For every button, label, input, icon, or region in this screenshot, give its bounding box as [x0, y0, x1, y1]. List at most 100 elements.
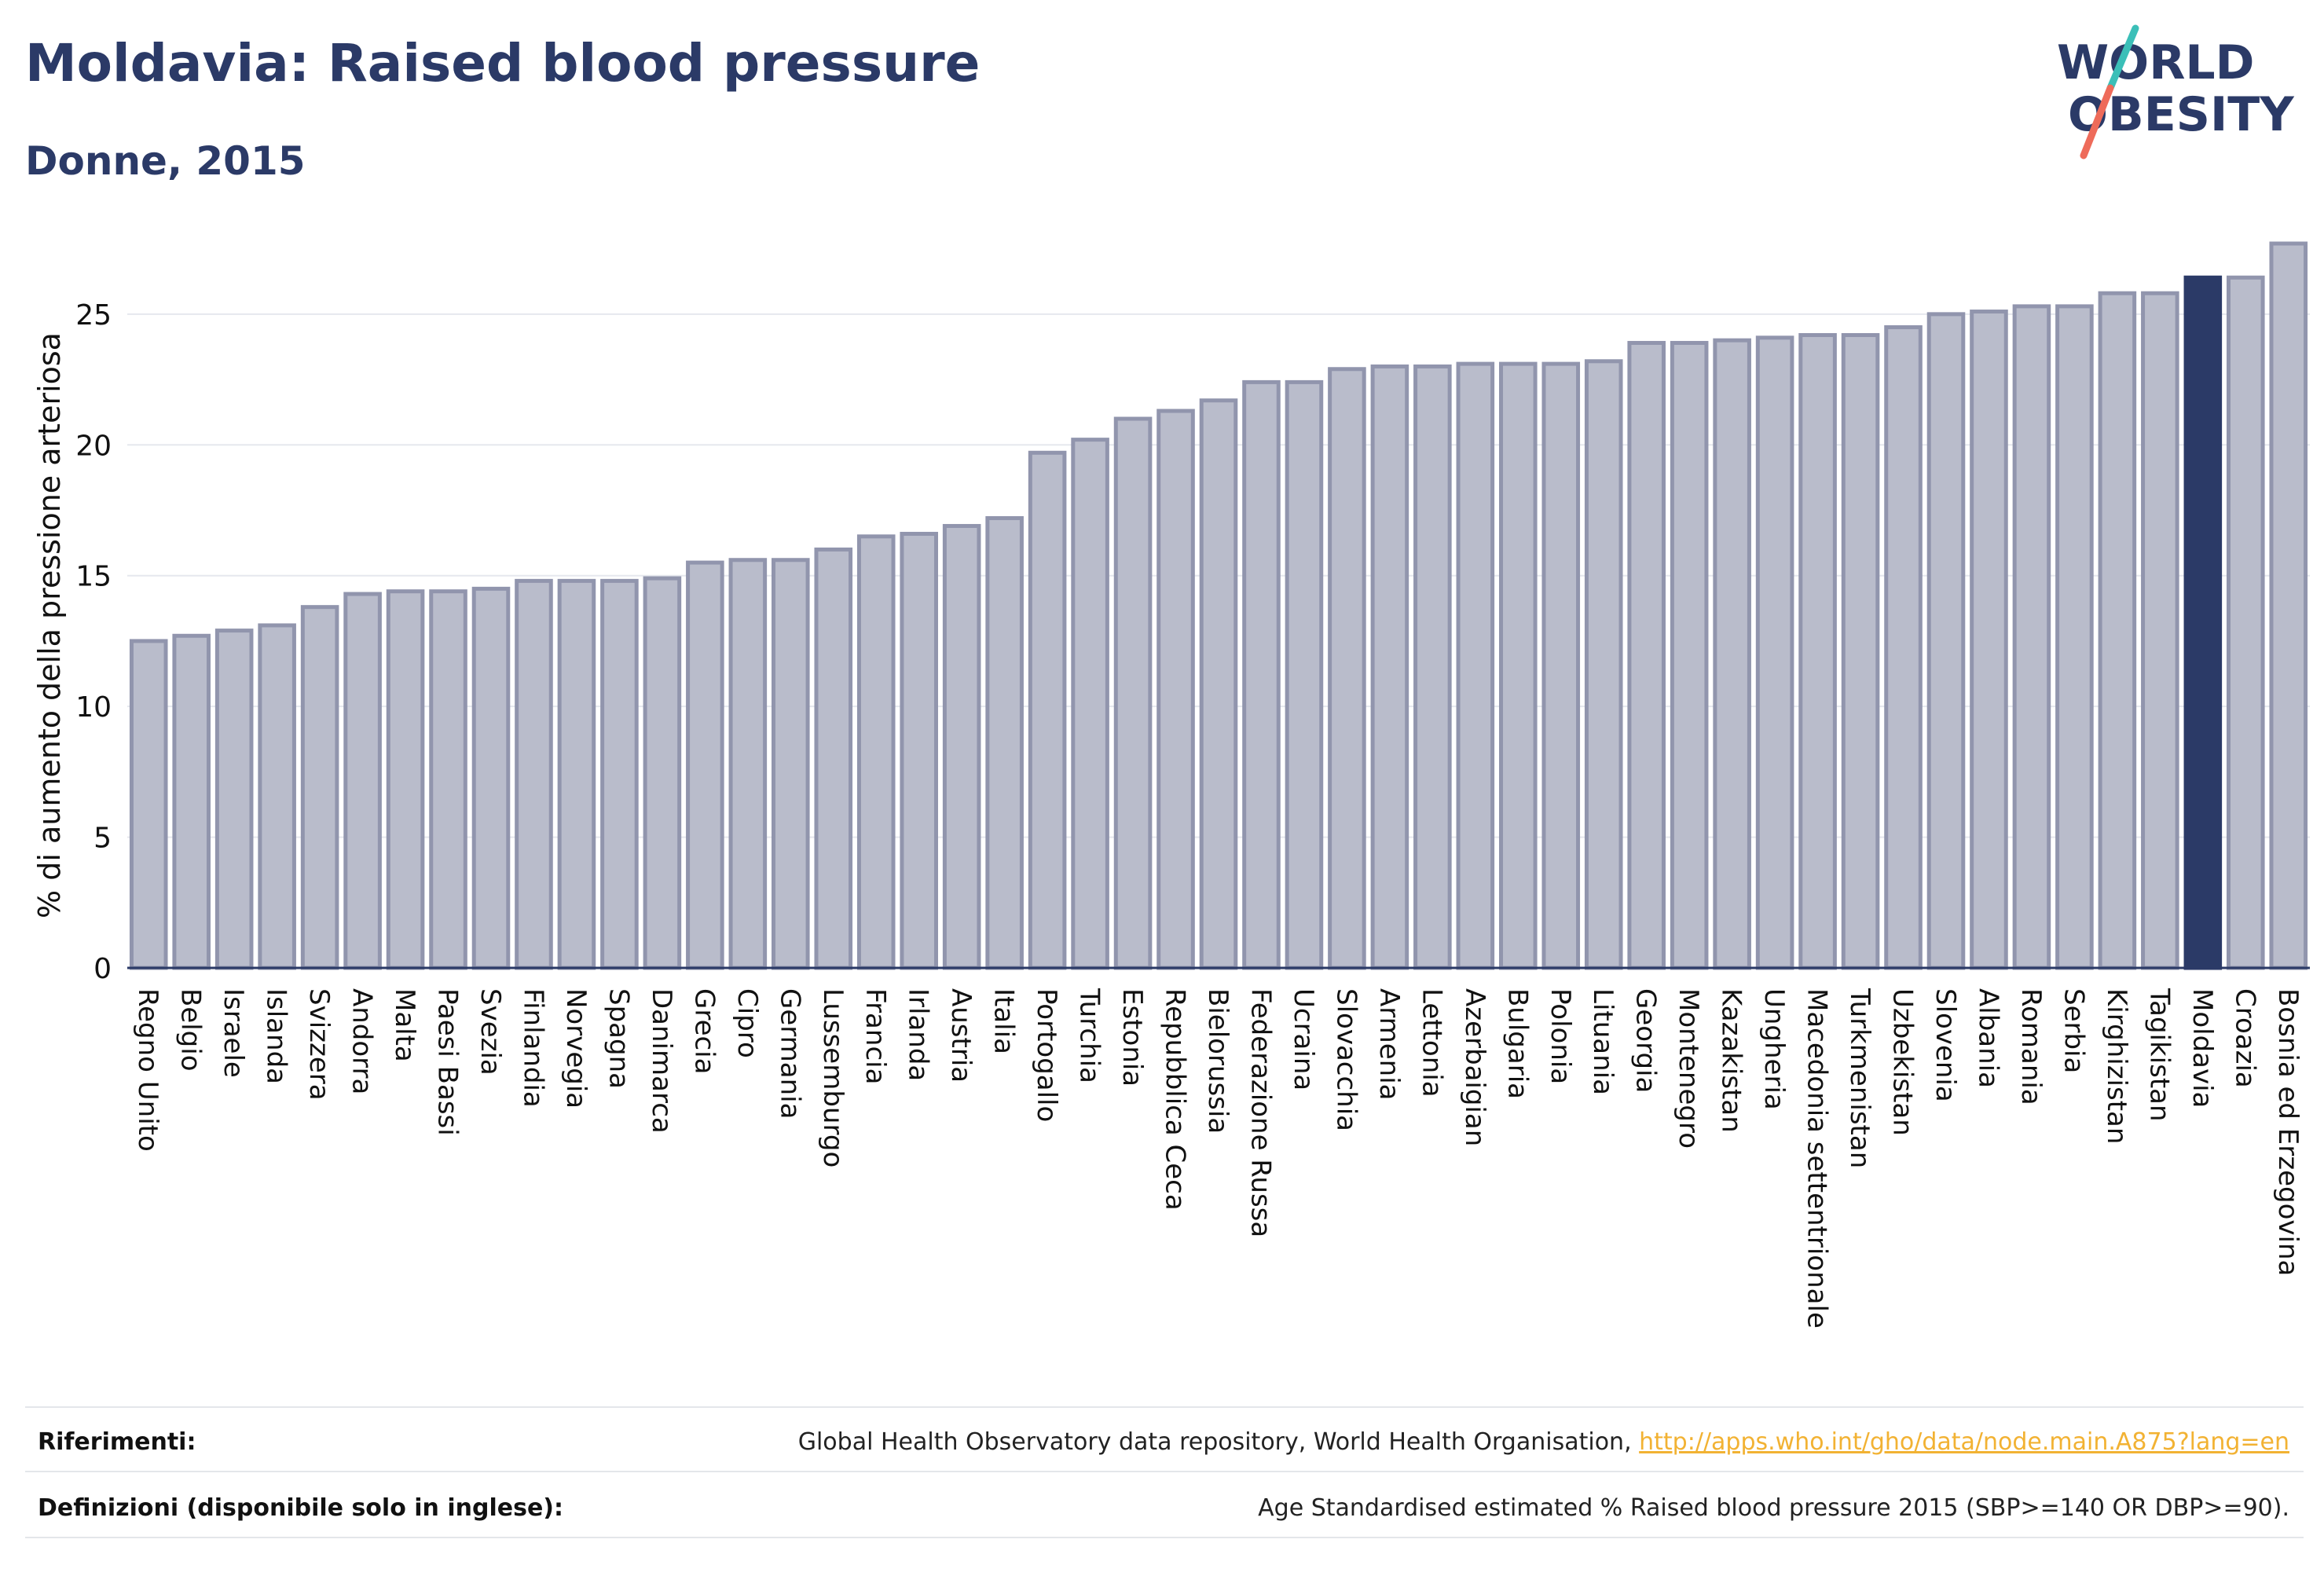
- bar: [557, 578, 596, 970]
- x-tick-label: Italia: [988, 988, 1020, 1054]
- x-tick-label: Svizzera: [303, 988, 335, 1101]
- x-tick-label: Uzbekistan: [1887, 988, 1919, 1136]
- page-title: Moldavia: Raised blood pressure: [25, 33, 981, 93]
- bar: [1584, 359, 1623, 970]
- x-tick-label: Tagikistan: [2143, 988, 2175, 1122]
- x-tick-label: Macedonia settentrionale: [1802, 988, 1833, 1329]
- bar-highlighted: [2183, 275, 2223, 970]
- x-tick-label: Repubblica Ceca: [1160, 988, 1191, 1211]
- bar: [942, 523, 981, 970]
- bar: [643, 576, 682, 970]
- bar: [1199, 398, 1238, 970]
- bar: [1499, 361, 1538, 970]
- bar: [1713, 338, 1751, 970]
- bar: [2227, 275, 2265, 970]
- bar: [386, 589, 425, 970]
- x-tick-label: Lussemburgo: [817, 988, 849, 1167]
- x-tick-label: Paesi Bassi: [432, 988, 464, 1136]
- bar: [429, 589, 467, 970]
- bar: [1157, 409, 1195, 970]
- y-tick-label: 5: [93, 823, 112, 855]
- x-tick-label: Finlandia: [517, 988, 548, 1108]
- bar-chart: 0 5 10 15 20 25 Regno Unito Belgio Israele Islan…: [32, 241, 2310, 1329]
- bar: [1841, 332, 1880, 970]
- bar: [1970, 310, 2008, 970]
- bars: [129, 241, 2308, 970]
- x-tick-label: Moldavia: [2187, 988, 2218, 1108]
- x-tick-label: Croazia: [2229, 988, 2260, 1088]
- bar: [1285, 379, 1324, 970]
- bar: [686, 560, 724, 970]
- bar: [2012, 304, 2051, 970]
- definitions-label: Definizioni (disponibile solo in inglese…: [38, 1494, 563, 1522]
- definitions-text: Age Standardised estimated % Raised bloo…: [1258, 1494, 2289, 1522]
- x-tick-label: Montenegro: [1673, 988, 1704, 1149]
- bar: [1328, 367, 1366, 970]
- footer-divider-top: [25, 1406, 2304, 1408]
- bar: [343, 592, 382, 970]
- bar: [2141, 291, 2179, 970]
- x-tick-label: Grecia: [688, 988, 720, 1074]
- x-tick-label: Federazione Russa: [1244, 988, 1276, 1237]
- x-tick-label: Israele: [218, 988, 249, 1078]
- bar: [1413, 364, 1452, 970]
- x-tick-label: Kazakistan: [1716, 988, 1747, 1133]
- x-tick-label: Irlanda: [903, 988, 934, 1081]
- y-tick-label: 0: [93, 953, 112, 985]
- y-tick-label: 10: [75, 691, 112, 724]
- bar: [814, 547, 853, 970]
- logo-slash-coral: [2080, 84, 2114, 159]
- y-tick-labels: 0 5 10 15 20 25: [75, 299, 112, 985]
- references-link[interactable]: http://apps.who.int/gho/data/node.main.A…: [1639, 1428, 2289, 1456]
- x-tick-label: Azerbaigian: [1459, 988, 1490, 1146]
- x-tick-label: Slovenia: [1930, 988, 1961, 1102]
- bar: [1370, 364, 1409, 970]
- x-tick-label: Kirghizistan: [2101, 988, 2132, 1144]
- bar: [1071, 438, 1109, 970]
- x-tick-label: Turchia: [1074, 988, 1105, 1083]
- x-tick-label: Belgio: [175, 988, 207, 1072]
- references-source: Global Health Observatory data repositor…: [797, 1428, 1640, 1456]
- bar: [1884, 325, 1923, 970]
- y-axis-title: % di aumento della pressione arteriosa: [32, 332, 67, 918]
- y-tick-label: 25: [75, 299, 112, 332]
- page-subtitle: Donne, 2015: [25, 138, 306, 184]
- bar: [2098, 291, 2137, 970]
- x-tick-label: Regno Unito: [132, 988, 163, 1152]
- bar: [2269, 241, 2308, 970]
- x-tick-label: Lituania: [1587, 988, 1618, 1095]
- bar: [471, 586, 511, 970]
- references-label: Riferimenti:: [38, 1428, 196, 1456]
- bar: [129, 639, 168, 970]
- bar: [1113, 416, 1153, 970]
- bar: [772, 558, 810, 970]
- x-tick-label: Malta: [389, 988, 420, 1062]
- bar: [1627, 340, 1666, 970]
- bar: [2055, 304, 2094, 970]
- x-tick-label: Polonia: [1545, 988, 1576, 1084]
- bar: [728, 558, 768, 970]
- bar: [300, 605, 339, 970]
- bar: [1541, 361, 1581, 970]
- y-tick-label: 15: [75, 561, 112, 593]
- x-tick-label: Danimarca: [646, 988, 677, 1134]
- x-tick-label: Serbia: [2058, 988, 2089, 1073]
- x-tick-label: Armenia: [1373, 988, 1405, 1101]
- bar: [1670, 340, 1709, 970]
- logo-slash-teal: [2106, 24, 2139, 92]
- x-tick-label: Norvegia: [560, 988, 592, 1109]
- x-tick-label: Bielorussia: [1202, 988, 1233, 1134]
- x-tick-label: Georgia: [1630, 988, 1662, 1093]
- x-tick-labels: Regno Unito Belgio Israele Islanda Svizzera A…: [132, 988, 2304, 1329]
- bar: [1755, 335, 1794, 970]
- x-tick-label: Lettonia: [1416, 988, 1447, 1098]
- bar: [856, 534, 896, 970]
- logo-text-world: WORLD: [2057, 35, 2254, 90]
- x-tick-label: Germania: [774, 988, 805, 1119]
- y-tick-label: 20: [75, 430, 112, 462]
- bar: [985, 515, 1024, 970]
- x-tick-label: Francia: [860, 988, 891, 1084]
- bar: [1456, 361, 1495, 970]
- x-tick-label: Austria: [945, 988, 977, 1083]
- bar: [1028, 450, 1067, 970]
